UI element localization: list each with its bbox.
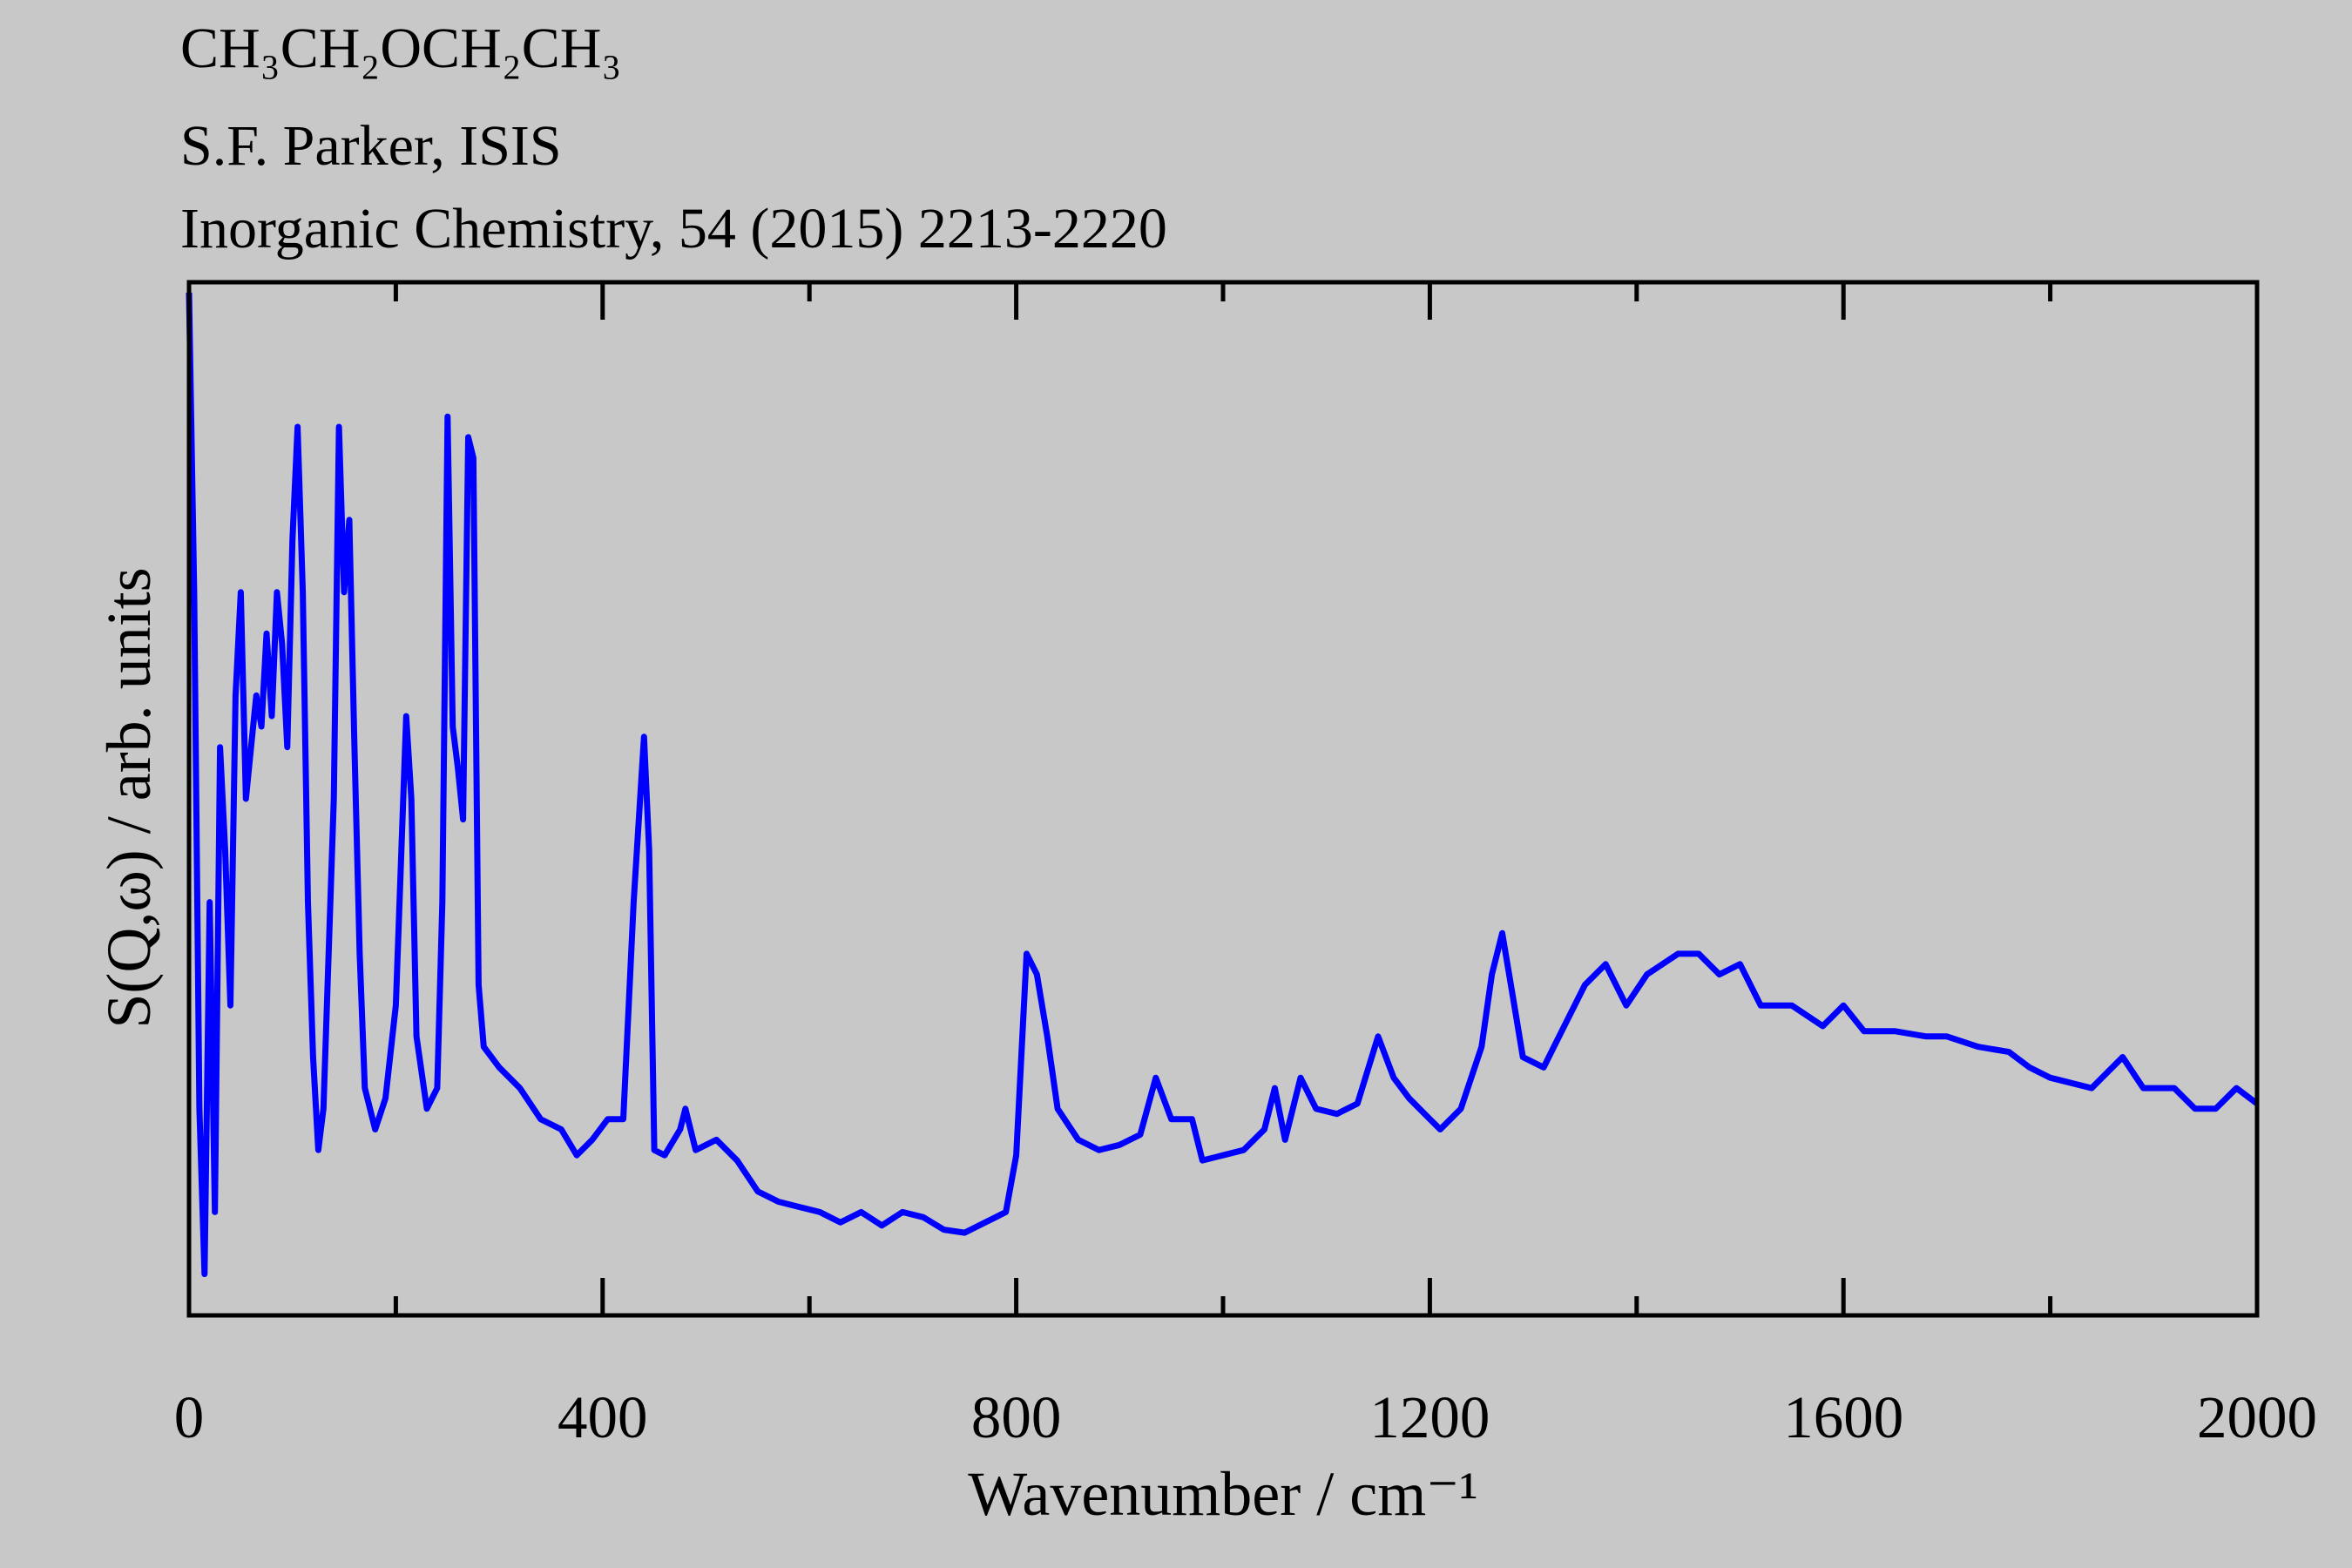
x-tick-label: 400 xyxy=(558,1384,648,1450)
x-tick-label: 2000 xyxy=(2197,1384,2317,1450)
x-axis-label: Wavenumber / cm⁻¹ xyxy=(968,1459,1478,1529)
x-tick-label: 1200 xyxy=(1369,1384,1490,1450)
spectrum-line xyxy=(186,292,2260,1278)
x-tick-label: 0 xyxy=(174,1384,205,1450)
x-tick-label: 800 xyxy=(971,1384,1062,1450)
x-tick-label: 1600 xyxy=(1783,1384,1903,1450)
chart-reference: Inorganic Chemistry, 54 (2015) 2213-2220 xyxy=(180,197,1167,260)
chart-title: CH₃CH₂OCH₂CH₃ xyxy=(180,17,621,80)
chart-subtitle: S.F. Parker, ISIS xyxy=(180,114,562,178)
y-axis-label: S(Q,ω) / arb. units xyxy=(94,567,164,1028)
